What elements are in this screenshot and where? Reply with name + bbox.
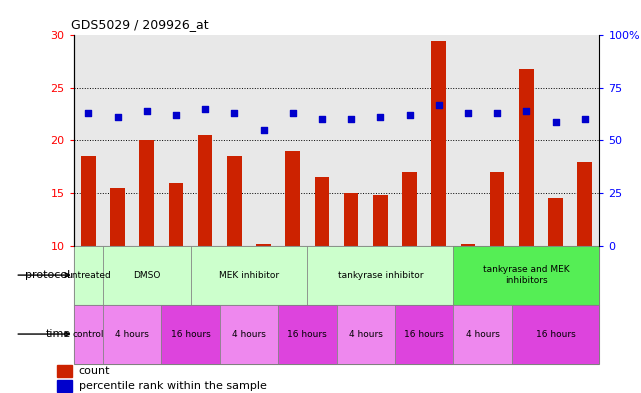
Bar [103, 35, 132, 246]
Text: control: control [72, 330, 104, 338]
Bar [453, 35, 483, 246]
Bar [132, 35, 162, 246]
Bar [57, 380, 72, 391]
Text: 4 hours: 4 hours [349, 330, 383, 338]
Text: tankyrase and MEK
inhibitors: tankyrase and MEK inhibitors [483, 265, 570, 285]
Point [346, 116, 356, 123]
Point [288, 110, 298, 116]
Bar [483, 35, 512, 246]
Bar [431, 40, 446, 246]
Bar [249, 35, 278, 246]
Text: count: count [79, 366, 110, 376]
Bar [424, 35, 453, 246]
Bar [395, 35, 424, 246]
Bar [285, 151, 300, 246]
Bar [220, 35, 249, 246]
Bar [220, 305, 278, 364]
Bar [373, 195, 388, 246]
Bar [366, 35, 395, 246]
Bar [541, 35, 570, 246]
Text: MEK inhibitor: MEK inhibitor [219, 271, 279, 279]
Text: untreated: untreated [66, 271, 111, 279]
Point [551, 118, 561, 125]
Bar [227, 156, 242, 246]
Bar [490, 172, 504, 246]
Text: GDS5029 / 209926_at: GDS5029 / 209926_at [71, 18, 208, 31]
Bar [74, 35, 103, 246]
Bar [307, 246, 453, 305]
Bar [198, 135, 212, 246]
Text: 4 hours: 4 hours [232, 330, 266, 338]
Bar [81, 156, 96, 246]
Point [492, 110, 503, 116]
Point [200, 106, 210, 112]
Text: 4 hours: 4 hours [115, 330, 149, 338]
Point [229, 110, 240, 116]
Point [521, 108, 531, 114]
Text: DMSO: DMSO [133, 271, 160, 279]
Bar [140, 140, 154, 246]
Bar [190, 246, 307, 305]
Point [112, 114, 122, 121]
Text: 16 hours: 16 hours [287, 330, 327, 338]
Text: 4 hours: 4 hours [465, 330, 499, 338]
Point [258, 127, 269, 133]
Bar [512, 35, 541, 246]
Bar [453, 305, 512, 364]
Bar [103, 305, 162, 364]
Point [404, 112, 415, 118]
Bar [578, 162, 592, 246]
Point [171, 112, 181, 118]
Point [83, 110, 94, 116]
Bar [162, 305, 220, 364]
Bar [74, 246, 103, 305]
Bar [307, 35, 337, 246]
Bar [103, 246, 190, 305]
Bar [403, 172, 417, 246]
Point [142, 108, 152, 114]
Bar [315, 177, 329, 246]
Bar [519, 69, 533, 246]
Text: percentile rank within the sample: percentile rank within the sample [79, 381, 267, 391]
Text: 16 hours: 16 hours [404, 330, 444, 338]
Bar [395, 305, 453, 364]
Bar [344, 193, 358, 246]
Bar [162, 35, 190, 246]
Bar [278, 35, 307, 246]
Bar [337, 35, 366, 246]
Bar [57, 365, 72, 377]
Bar [110, 188, 125, 246]
Bar [461, 244, 475, 246]
Bar [74, 305, 103, 364]
Point [317, 116, 327, 123]
Bar [190, 35, 220, 246]
Bar [570, 35, 599, 246]
Bar [169, 182, 183, 246]
Bar [453, 246, 599, 305]
Text: time: time [46, 329, 71, 339]
Text: protocol: protocol [25, 270, 71, 280]
Point [463, 110, 473, 116]
Text: 16 hours: 16 hours [536, 330, 576, 338]
Point [579, 116, 590, 123]
Bar [337, 305, 395, 364]
Point [375, 114, 385, 121]
Text: 16 hours: 16 hours [171, 330, 210, 338]
Bar [278, 305, 337, 364]
Bar [512, 305, 599, 364]
Bar [548, 198, 563, 246]
Bar [256, 244, 271, 246]
Point [433, 102, 444, 108]
Text: tankyrase inhibitor: tankyrase inhibitor [338, 271, 423, 279]
